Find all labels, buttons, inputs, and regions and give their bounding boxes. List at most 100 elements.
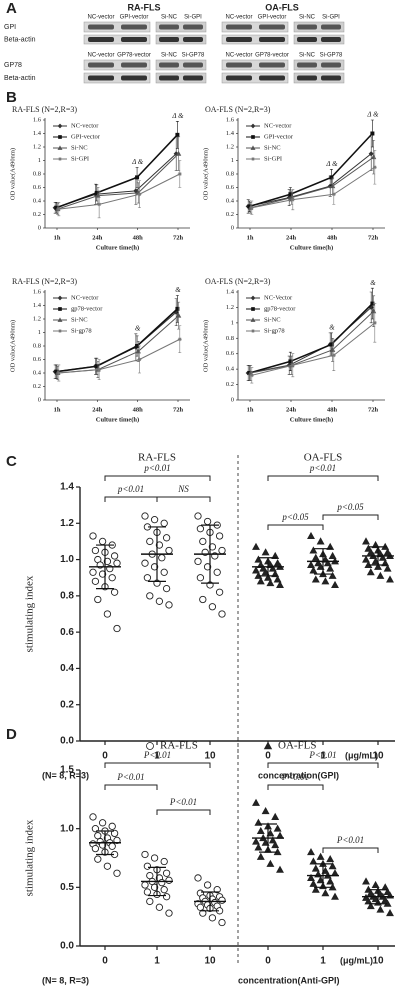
blot bbox=[221, 21, 289, 33]
marker bbox=[162, 869, 171, 877]
marker bbox=[321, 889, 330, 897]
bracket bbox=[104, 475, 211, 481]
band bbox=[121, 37, 147, 42]
marker bbox=[383, 564, 392, 572]
marker bbox=[271, 840, 280, 849]
marker bbox=[194, 874, 202, 882]
line bbox=[249, 303, 373, 374]
marker bbox=[261, 548, 270, 556]
marker bbox=[251, 307, 255, 311]
marker bbox=[362, 877, 370, 885]
marker bbox=[141, 559, 149, 567]
marker bbox=[250, 317, 256, 322]
x-tick-label: 1h bbox=[247, 234, 254, 241]
y-tick-label: 0 bbox=[231, 224, 234, 231]
x-tick-label: 10 bbox=[372, 751, 384, 762]
marker bbox=[141, 512, 149, 520]
group-title: RA-FLS bbox=[138, 452, 176, 464]
band bbox=[259, 75, 285, 81]
marker bbox=[137, 192, 142, 197]
marker bbox=[316, 537, 325, 545]
band bbox=[226, 75, 252, 81]
marker bbox=[254, 843, 263, 851]
marker bbox=[98, 570, 107, 578]
marker bbox=[251, 135, 255, 139]
legend-label: gp78-vector bbox=[71, 305, 103, 312]
sd-bar bbox=[259, 557, 277, 577]
band bbox=[321, 37, 341, 42]
band bbox=[88, 24, 114, 30]
band bbox=[88, 62, 114, 68]
row-label: Beta-actin bbox=[4, 36, 36, 43]
marker bbox=[113, 836, 121, 845]
marker bbox=[215, 532, 224, 540]
y-tick-label: 1.4 bbox=[33, 130, 42, 137]
y-tick-label: 0.8 bbox=[33, 170, 41, 177]
x-tick-label: 24h bbox=[92, 234, 103, 241]
marker bbox=[150, 854, 159, 862]
y-tick-label: 0 bbox=[38, 224, 41, 231]
marker bbox=[143, 574, 152, 582]
marker bbox=[218, 918, 226, 927]
marker bbox=[177, 172, 182, 176]
marker bbox=[261, 568, 270, 576]
sd-bar bbox=[201, 524, 219, 584]
marker bbox=[146, 742, 154, 750]
x-tick-label: 1 bbox=[320, 956, 326, 967]
line bbox=[248, 153, 372, 207]
x-tick-label: 48h bbox=[327, 406, 338, 413]
lane-label: Si-NC bbox=[161, 15, 178, 21]
marker bbox=[381, 559, 390, 567]
sd-bar bbox=[96, 544, 114, 590]
marker bbox=[150, 516, 159, 524]
y-tick-label: 0.2 bbox=[226, 381, 234, 388]
marker bbox=[290, 197, 295, 202]
marker bbox=[249, 373, 254, 378]
x-tick-label: 72h bbox=[368, 234, 379, 241]
legend-label: Si-NC bbox=[71, 316, 88, 323]
marker bbox=[252, 566, 260, 574]
marker bbox=[91, 844, 100, 853]
marker bbox=[113, 624, 121, 633]
lane-label: NC-vector bbox=[225, 15, 252, 21]
line bbox=[250, 156, 374, 209]
marker bbox=[165, 909, 173, 917]
marker bbox=[97, 367, 102, 372]
marker bbox=[309, 566, 318, 574]
annotation: Δ & bbox=[131, 158, 144, 166]
marker bbox=[89, 813, 97, 821]
x-axis-label: Culture time(h) bbox=[290, 244, 333, 251]
marker bbox=[155, 597, 164, 605]
comparison-label: P<0.01 bbox=[169, 797, 197, 807]
bracket bbox=[322, 847, 379, 853]
marker bbox=[110, 552, 119, 560]
marker bbox=[266, 579, 275, 587]
x-tick-label: 0 bbox=[102, 751, 108, 762]
marker bbox=[323, 559, 332, 567]
band bbox=[159, 62, 179, 68]
comparison-label: P<0.01 bbox=[143, 750, 171, 760]
annotation: & bbox=[135, 324, 141, 332]
marker bbox=[252, 798, 260, 806]
blot bbox=[83, 72, 151, 84]
x-tick-label: 1h bbox=[54, 406, 61, 413]
y-tick-label: 1.4 bbox=[226, 130, 235, 137]
marker bbox=[213, 568, 221, 576]
marker bbox=[386, 575, 394, 583]
marker bbox=[311, 885, 320, 893]
band bbox=[226, 37, 252, 42]
row-label: GPI bbox=[4, 24, 16, 31]
marker bbox=[208, 914, 217, 922]
band bbox=[226, 24, 252, 30]
marker bbox=[57, 295, 63, 301]
y-tick-label: 1.2 bbox=[33, 143, 41, 150]
x-tick-label: 1h bbox=[54, 234, 61, 241]
marker bbox=[165, 601, 173, 609]
marker bbox=[146, 537, 154, 546]
x-tick-label: 72h bbox=[173, 406, 184, 413]
marker bbox=[326, 855, 335, 863]
band bbox=[183, 24, 203, 30]
lane-label: Si-GP78 bbox=[182, 53, 205, 59]
